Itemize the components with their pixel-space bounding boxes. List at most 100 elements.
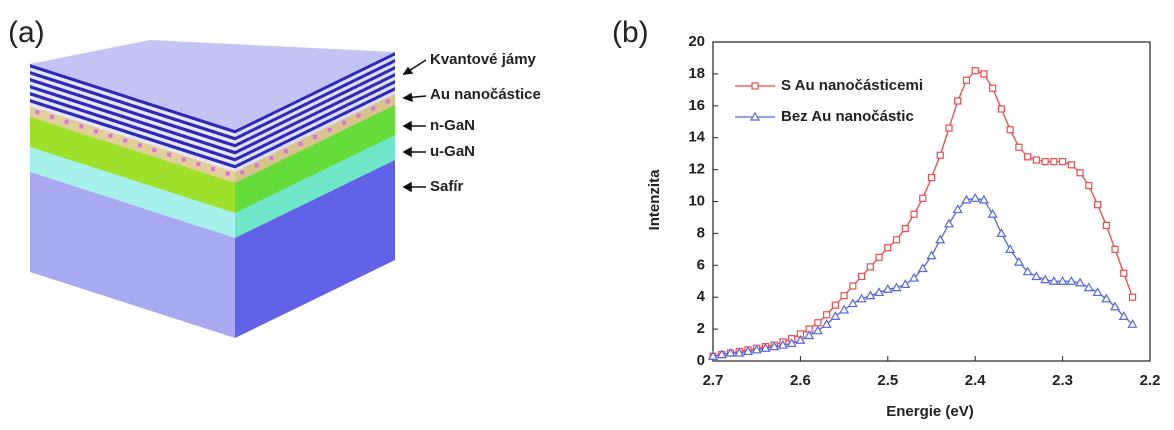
data-point xyxy=(1041,158,1049,166)
layer-side xyxy=(235,69,395,151)
data-point xyxy=(1128,293,1137,301)
nanoparticle xyxy=(123,138,128,143)
nanoparticle xyxy=(64,119,69,124)
nanoparticle xyxy=(167,152,172,157)
data-point xyxy=(1015,143,1023,151)
nanoparticle xyxy=(108,133,113,138)
layer-label: u-GaN xyxy=(430,143,475,160)
data-point xyxy=(919,194,927,202)
nanoparticle xyxy=(385,99,390,104)
layer-side xyxy=(235,52,395,134)
layer-top xyxy=(30,40,395,130)
data-point xyxy=(987,209,998,218)
layer-front xyxy=(30,64,235,134)
layer-front xyxy=(30,95,235,165)
data-point xyxy=(716,349,727,359)
layer-front xyxy=(30,78,235,148)
y-tick-label: 0 xyxy=(697,352,705,369)
legend-label: Bez Au nanočástic xyxy=(781,108,914,125)
data-point xyxy=(901,225,909,233)
layer-side xyxy=(235,73,395,155)
nanoparticle xyxy=(269,156,274,161)
data-point xyxy=(1075,277,1086,287)
y-axis-label: Intenzita xyxy=(646,169,663,230)
x-tick-label: 2.4 xyxy=(965,372,987,389)
nanoparticle xyxy=(356,113,361,118)
data-point xyxy=(952,204,963,214)
layer-label: n-GaN xyxy=(430,117,475,134)
data-point xyxy=(954,97,962,105)
y-tick-label: 18 xyxy=(688,65,705,82)
arrows xyxy=(402,59,427,193)
data-point xyxy=(1085,181,1093,190)
data-point xyxy=(882,284,893,293)
nanoparticle xyxy=(298,142,303,147)
data-point xyxy=(1032,156,1040,164)
data-point xyxy=(812,325,823,335)
series-line xyxy=(712,197,1133,357)
layer-front xyxy=(30,104,235,183)
data-point xyxy=(1058,158,1067,166)
nanoparticle xyxy=(79,124,84,129)
data-point xyxy=(866,263,874,271)
layer-front xyxy=(30,85,235,155)
panel-label: (a) xyxy=(8,16,45,49)
data-point xyxy=(1005,244,1016,253)
layer-side xyxy=(235,76,395,158)
data-point xyxy=(936,151,944,159)
data-point xyxy=(910,210,918,218)
data-point xyxy=(1048,276,1059,285)
layer-diagram xyxy=(30,40,395,338)
data-point xyxy=(1050,158,1058,166)
plot-frame xyxy=(712,41,1151,362)
data-point xyxy=(849,282,857,290)
data-point xyxy=(1006,126,1014,134)
y-tick-label: 2 xyxy=(697,320,705,337)
data-point xyxy=(1057,276,1068,285)
y-tick-label: 6 xyxy=(697,256,705,273)
data-point xyxy=(830,311,841,320)
layer-side xyxy=(235,158,395,338)
data-point xyxy=(971,67,979,75)
layer-side xyxy=(235,59,395,141)
x-tick-label: 2.6 xyxy=(790,372,811,389)
legend-marker xyxy=(751,82,759,90)
data-point xyxy=(874,287,885,297)
data-point xyxy=(786,338,797,348)
layer-front xyxy=(30,74,235,144)
data-point xyxy=(978,194,989,204)
data-point xyxy=(970,193,981,202)
layer-side xyxy=(235,90,395,172)
y-tick-label: 14 xyxy=(688,129,705,146)
nanoparticle xyxy=(240,170,245,175)
series-line xyxy=(712,69,1134,357)
nanoparticle xyxy=(283,149,288,154)
layer-side xyxy=(235,83,395,165)
y-tick-label: 20 xyxy=(688,33,705,50)
data-point xyxy=(892,236,901,244)
data-point xyxy=(927,173,936,182)
legend-marker xyxy=(749,111,761,121)
data-point xyxy=(1093,201,1102,209)
layer-side xyxy=(235,62,395,144)
data-point xyxy=(961,194,972,204)
data-point xyxy=(1120,269,1128,277)
data-point xyxy=(814,319,822,327)
data-point xyxy=(734,347,745,357)
data-point xyxy=(777,339,788,349)
layer-front xyxy=(30,92,235,162)
data-point xyxy=(769,341,780,351)
data-point xyxy=(821,319,832,328)
data-point xyxy=(996,228,1007,237)
layer-front xyxy=(30,71,235,141)
data-point xyxy=(989,84,997,92)
data-point xyxy=(1083,282,1094,292)
y-tick-label: 4 xyxy=(697,288,706,305)
x-tick-label: 2.3 xyxy=(1052,372,1073,389)
layer-front xyxy=(30,67,235,137)
layer-label: Kvantové jámy xyxy=(430,51,537,68)
layer-front xyxy=(30,88,235,158)
data-point xyxy=(875,253,883,261)
layer-side xyxy=(235,87,395,169)
